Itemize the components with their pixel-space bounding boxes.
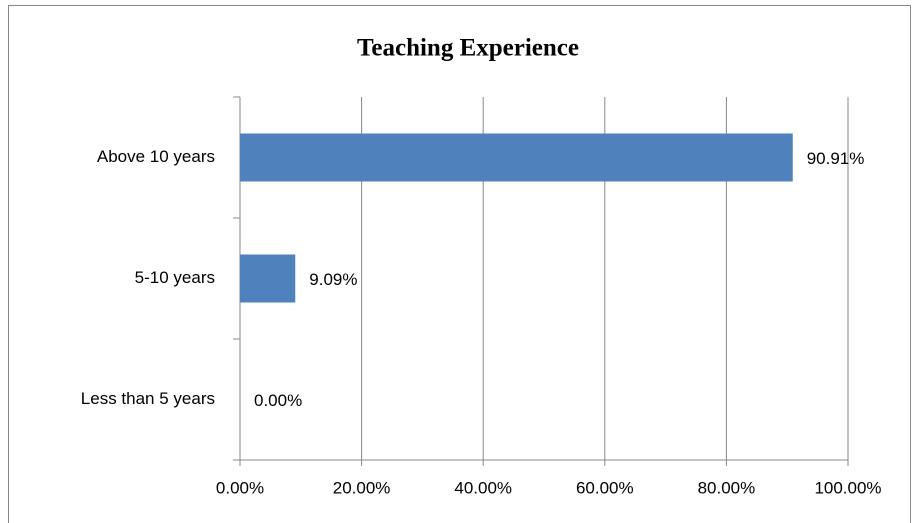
value-label: 9.09% bbox=[309, 270, 357, 289]
x-tick-label: 100.00% bbox=[814, 478, 881, 497]
bar bbox=[240, 254, 296, 303]
chart-title: Teaching Experience bbox=[357, 35, 579, 62]
y-tick-label: Above 10 years bbox=[97, 147, 215, 166]
x-tick-label: 40.00% bbox=[454, 478, 512, 497]
x-tick-label: 20.00% bbox=[333, 478, 391, 497]
value-label: 0.00% bbox=[254, 391, 302, 410]
x-tick-label: 0.00% bbox=[216, 478, 264, 497]
bar bbox=[240, 133, 793, 182]
y-tick-label: 5-10 years bbox=[135, 268, 215, 287]
chart-border bbox=[8, 5, 911, 523]
x-tick-label: 80.00% bbox=[698, 478, 756, 497]
y-tick-label: Less than 5 years bbox=[81, 389, 215, 408]
value-label: 90.91% bbox=[807, 149, 865, 168]
x-tick-label: 60.00% bbox=[576, 478, 634, 497]
